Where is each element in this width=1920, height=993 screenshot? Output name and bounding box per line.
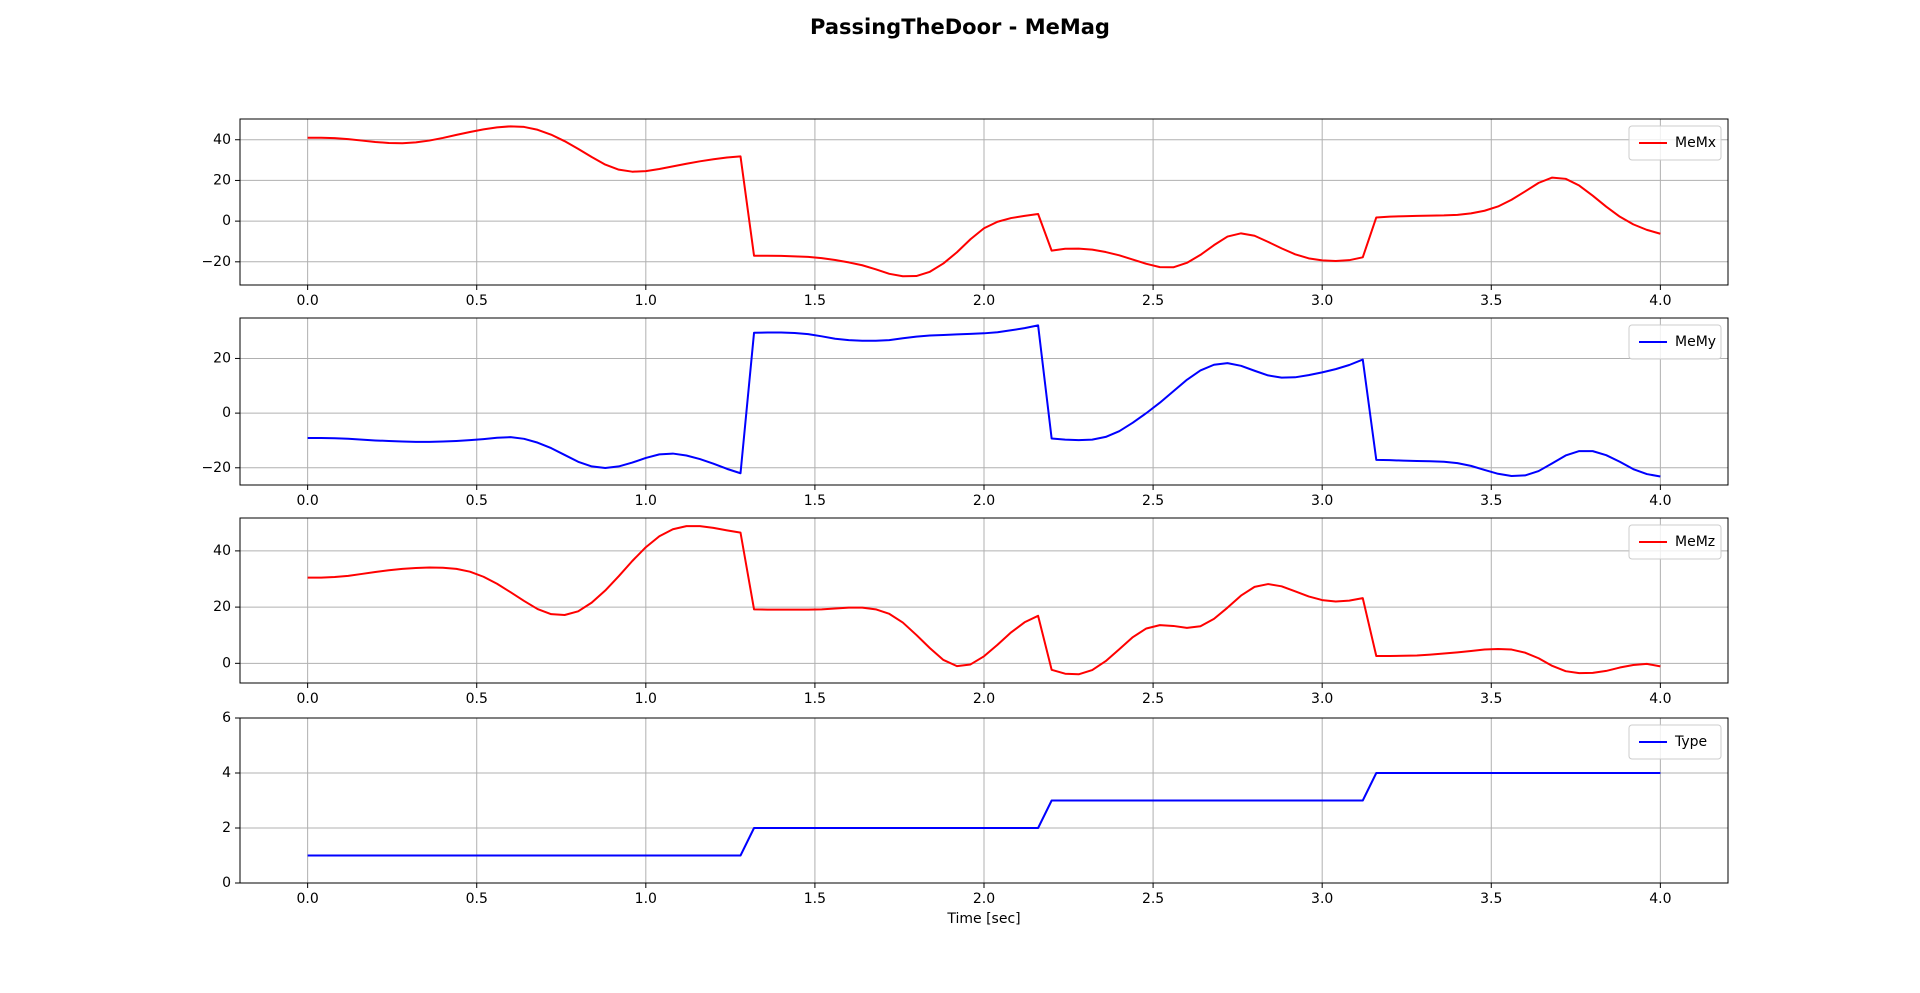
x-tick-label: 2.5 xyxy=(1142,493,1164,509)
x-tick-label: 1.5 xyxy=(804,493,826,509)
x-tick-label: 4.0 xyxy=(1649,293,1671,309)
x-tick-label: 1.5 xyxy=(804,691,826,707)
y-tick-label: 40 xyxy=(213,543,231,559)
x-tick-label: 2.0 xyxy=(973,891,995,907)
legend-box xyxy=(1628,724,1722,760)
x-tick-label: 1.0 xyxy=(635,891,657,907)
x-tick-label: 1.0 xyxy=(635,493,657,509)
axes-frame xyxy=(239,317,1729,486)
x-tick-label: 4.0 xyxy=(1649,493,1671,509)
x-tick-label: 3.5 xyxy=(1480,691,1502,707)
figure-title: PassingTheDoor - MeMag xyxy=(810,15,1110,39)
x-tick-label: 3.0 xyxy=(1311,891,1333,907)
x-tick-label: 4.0 xyxy=(1649,891,1671,907)
x-tick-label: 1.5 xyxy=(804,293,826,309)
y-tick-label: 2 xyxy=(222,820,231,836)
subplot: 0.0 0.5 1.0 1.5 2.0 2.5 3.0 3.5 4.0 −20 0 20 MeMy xyxy=(201,317,1729,509)
y-tick-label: 0 xyxy=(222,213,231,229)
x-tick-label: 2.5 xyxy=(1142,891,1164,907)
x-tick-label: 0.0 xyxy=(297,891,319,907)
series-line xyxy=(307,525,1661,676)
x-tick-label: 4.0 xyxy=(1649,691,1671,707)
x-tick-label: 0.0 xyxy=(297,493,319,509)
x-tick-label: 3.5 xyxy=(1480,293,1502,309)
y-tick-label: 0 xyxy=(222,655,231,671)
x-tick-label: 3.0 xyxy=(1311,293,1333,309)
x-tick-label: 0.5 xyxy=(466,293,488,309)
x-tick-label: 2.0 xyxy=(973,293,995,309)
y-tick-label: 4 xyxy=(222,765,231,781)
y-tick-label: 20 xyxy=(213,350,231,366)
x-tick-label: 2.0 xyxy=(973,691,995,707)
legend-box xyxy=(1628,524,1722,560)
x-tick-label: 0.5 xyxy=(466,691,488,707)
axes-frame xyxy=(239,517,1729,684)
x-tick-label: 3.5 xyxy=(1480,891,1502,907)
y-tick-label: 0 xyxy=(222,405,231,421)
y-tick-label: 20 xyxy=(213,599,231,615)
x-tick-label: 1.5 xyxy=(804,891,826,907)
legend-label: MeMx xyxy=(1675,135,1716,151)
legend-label: MeMz xyxy=(1675,534,1715,550)
legend-box xyxy=(1628,125,1722,161)
y-tick-label: 6 xyxy=(222,710,231,726)
x-tick-label: 0.0 xyxy=(297,293,319,309)
axes-frame xyxy=(239,717,1729,884)
x-tick-label: 3.0 xyxy=(1311,493,1333,509)
x-axis-label: Time [sec] xyxy=(946,911,1020,927)
axes-frame xyxy=(239,118,1729,286)
series-line xyxy=(307,324,1661,478)
x-tick-label: 3.0 xyxy=(1311,691,1333,707)
y-tick-label: 20 xyxy=(213,172,231,188)
y-tick-label: −20 xyxy=(201,460,231,476)
y-tick-label: −20 xyxy=(201,254,231,270)
x-tick-label: 1.0 xyxy=(635,293,657,309)
legend-label: Type xyxy=(1674,734,1707,750)
x-tick-label: 2.5 xyxy=(1142,691,1164,707)
y-tick-label: 0 xyxy=(222,875,231,891)
x-tick-label: 0.5 xyxy=(466,493,488,509)
x-tick-label: 0.5 xyxy=(466,891,488,907)
legend-label: MeMy xyxy=(1675,334,1716,350)
legend-box xyxy=(1628,324,1722,360)
y-tick-label: 40 xyxy=(213,132,231,148)
x-tick-label: 2.0 xyxy=(973,493,995,509)
subplot: 0.0 0.5 1.0 1.5 2.0 2.5 3.0 3.5 4.0 −20 0 20 40 MeMx xyxy=(201,118,1729,309)
subplot: 0.0 0.5 1.0 1.5 2.0 2.5 3.0 3.5 4.0 0 20 40 MeMz xyxy=(213,517,1729,707)
x-tick-label: 3.5 xyxy=(1480,493,1502,509)
x-tick-label: 1.0 xyxy=(635,691,657,707)
series-line xyxy=(307,772,1661,857)
series-line xyxy=(307,125,1661,278)
x-tick-label: 2.5 xyxy=(1142,293,1164,309)
subplot: 0.0 0.5 1.0 1.5 2.0 2.5 3.0 3.5 4.0 0 2 4 6 Type Time … xyxy=(222,710,1729,927)
x-tick-label: 0.0 xyxy=(297,691,319,707)
